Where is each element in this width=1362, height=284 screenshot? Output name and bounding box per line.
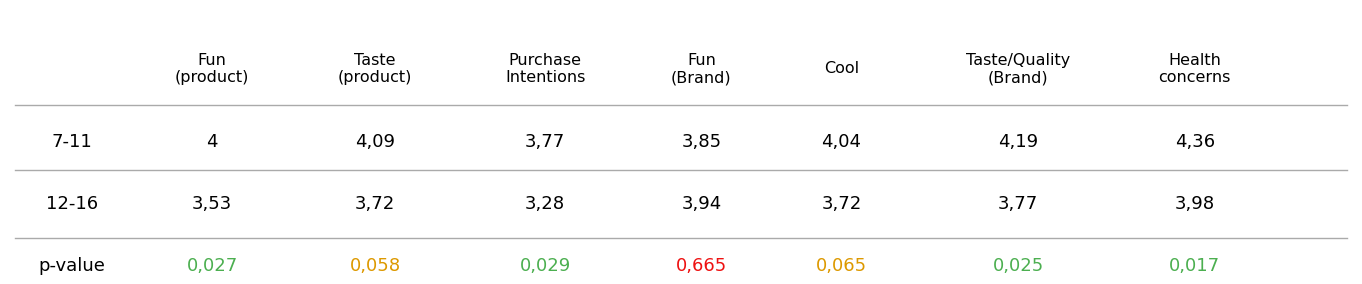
Text: p-value: p-value: [38, 257, 105, 275]
Text: Cool: Cool: [824, 61, 859, 76]
Text: 3,53: 3,53: [192, 195, 232, 213]
Text: 3,85: 3,85: [681, 133, 722, 151]
Text: 0,058: 0,058: [350, 257, 400, 275]
Text: 0,029: 0,029: [519, 257, 571, 275]
Text: 3,77: 3,77: [998, 195, 1038, 213]
Text: 4: 4: [206, 133, 218, 151]
Text: 7-11: 7-11: [52, 133, 93, 151]
Text: 3,98: 3,98: [1174, 195, 1215, 213]
Text: 4,19: 4,19: [998, 133, 1038, 151]
Text: 0,025: 0,025: [993, 257, 1043, 275]
Text: Purchase
Intentions: Purchase Intentions: [505, 53, 586, 85]
Text: Taste/Quality
(Brand): Taste/Quality (Brand): [966, 53, 1071, 85]
Text: 4,36: 4,36: [1174, 133, 1215, 151]
Text: 4,09: 4,09: [355, 133, 395, 151]
Text: 0,027: 0,027: [187, 257, 238, 275]
Text: Fun
(product): Fun (product): [174, 53, 249, 85]
Text: Taste
(product): Taste (product): [338, 53, 413, 85]
Text: 4,04: 4,04: [821, 133, 861, 151]
Text: 0,065: 0,065: [816, 257, 868, 275]
Text: Health
concerns: Health concerns: [1159, 53, 1231, 85]
Text: 12-16: 12-16: [46, 195, 98, 213]
Text: 3,28: 3,28: [524, 195, 565, 213]
Text: Fun
(Brand): Fun (Brand): [671, 53, 731, 85]
Text: 3,72: 3,72: [821, 195, 862, 213]
Text: 0,665: 0,665: [676, 257, 727, 275]
Text: 3,94: 3,94: [681, 195, 722, 213]
Text: 3,72: 3,72: [355, 195, 395, 213]
Text: 0,017: 0,017: [1169, 257, 1220, 275]
Text: 3,77: 3,77: [524, 133, 565, 151]
